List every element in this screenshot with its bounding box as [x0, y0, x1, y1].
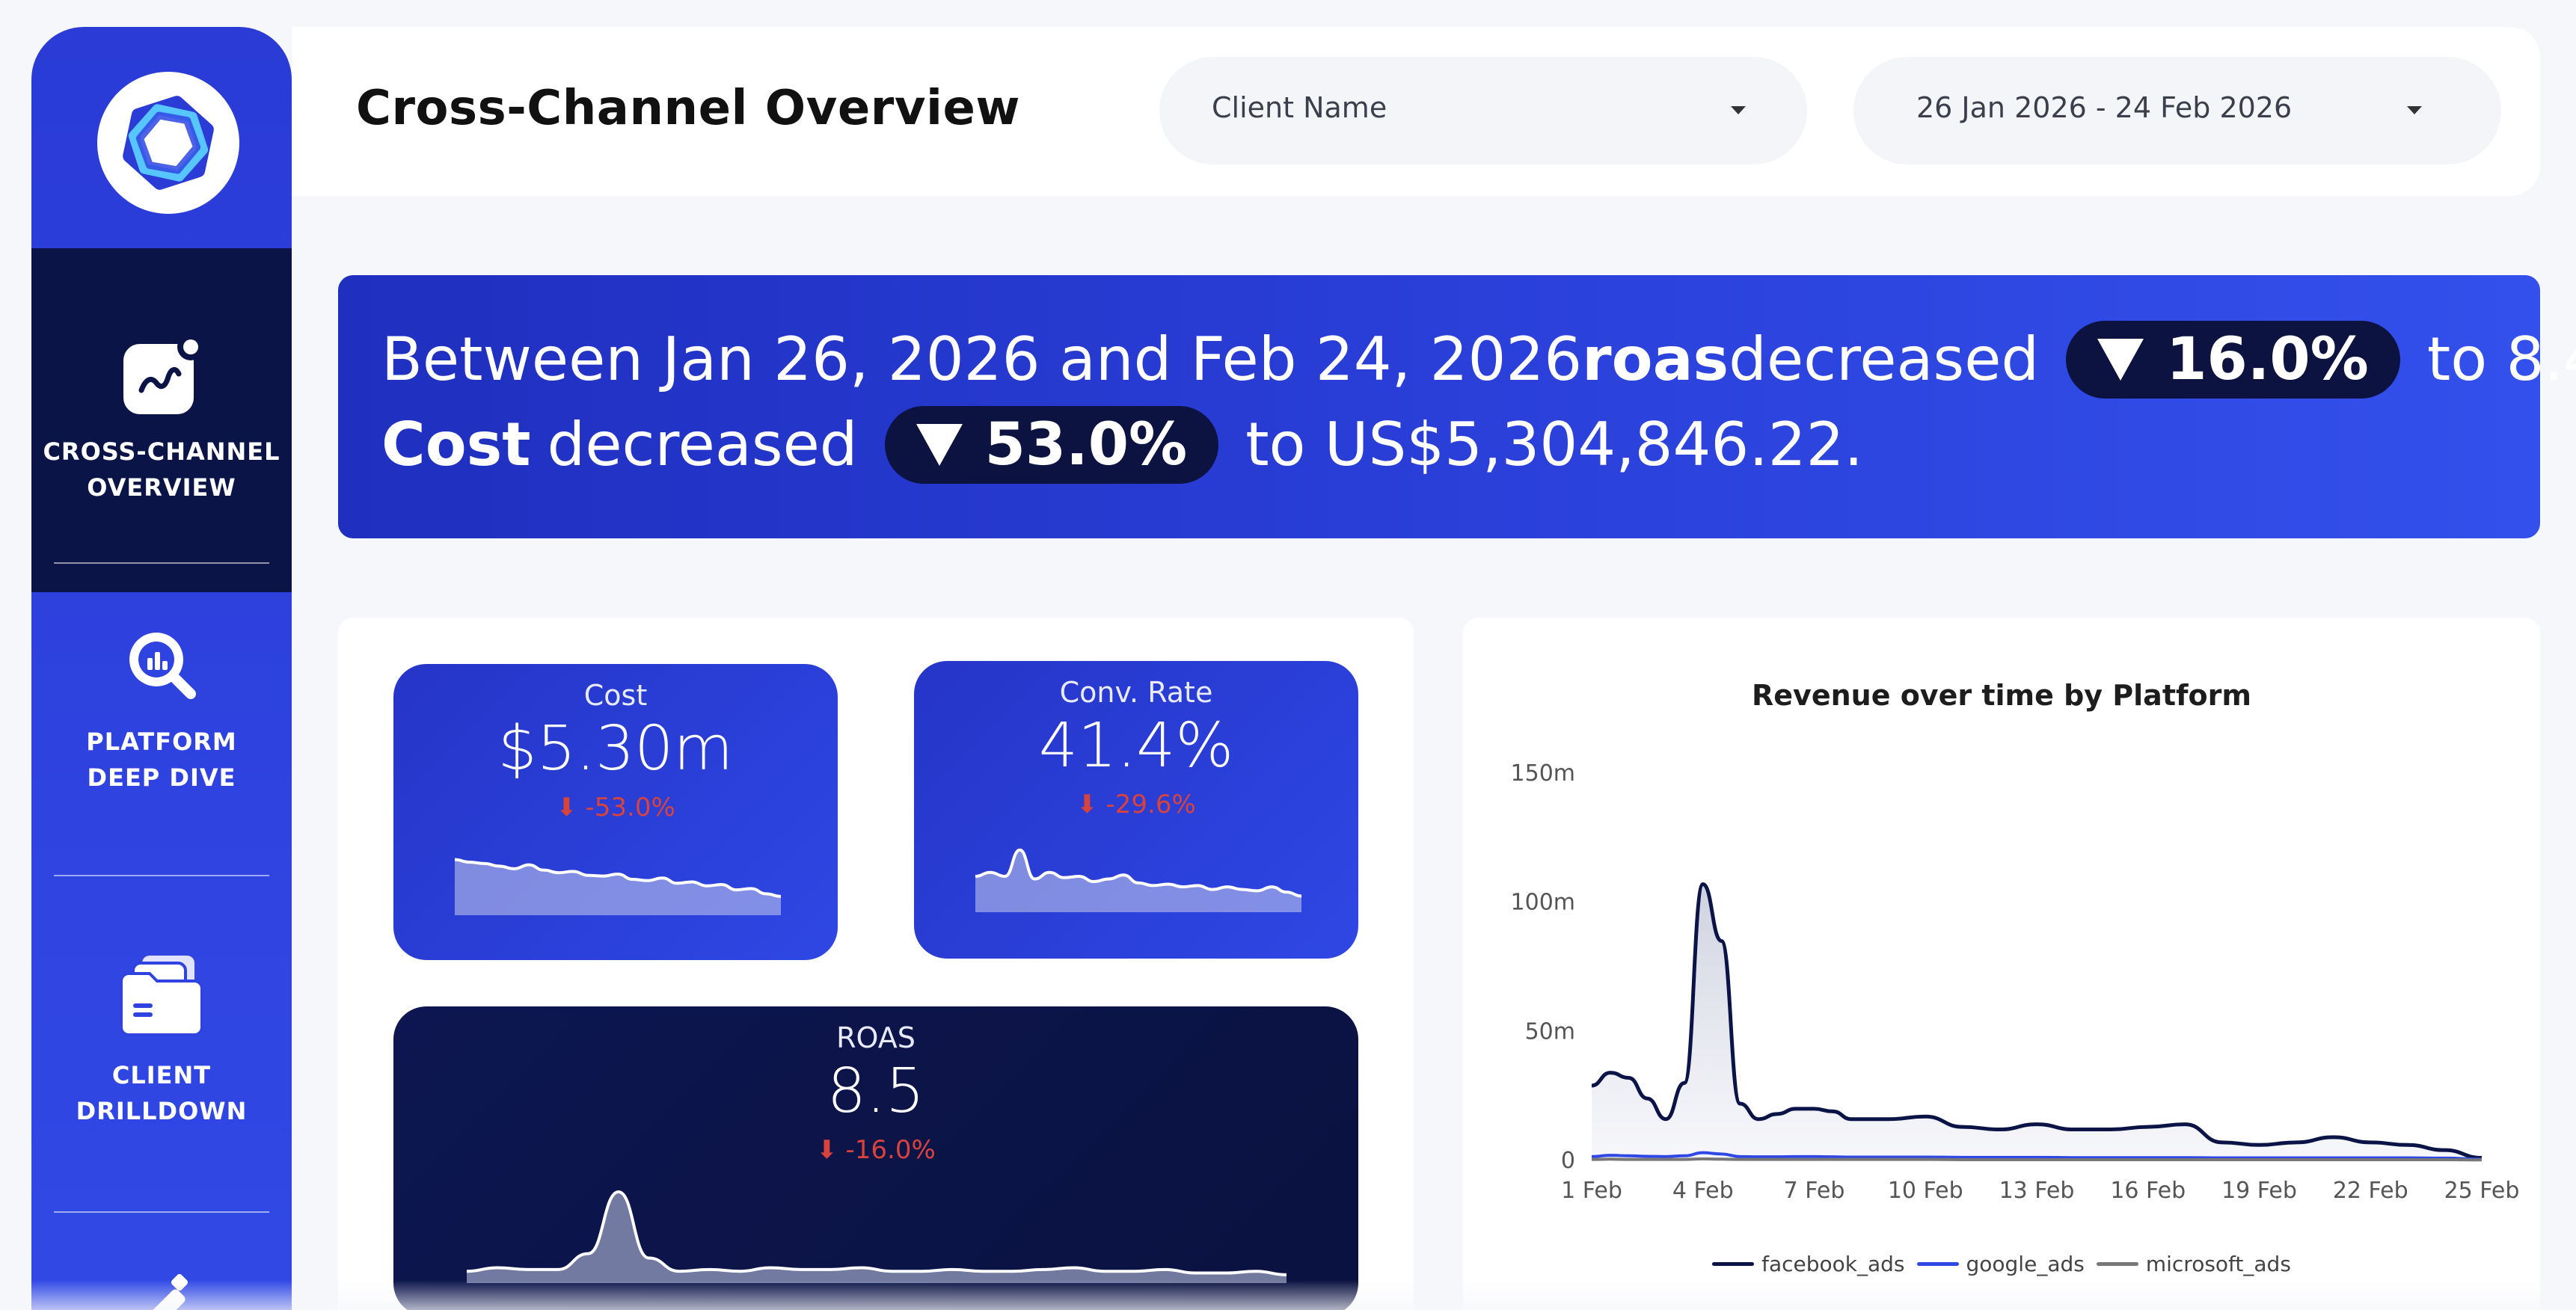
magnifier-chart-icon	[120, 625, 203, 707]
divider	[54, 562, 269, 564]
kpi-label: ROAS	[836, 1021, 916, 1054]
legend-swatch	[1916, 1262, 1959, 1266]
sidebar-item-cross-channel-overview[interactable]: CROSS-CHANNEL OVERVIEW	[31, 248, 292, 592]
insight-verb: decreased	[547, 410, 858, 479]
x-tick-label: 25 Feb	[2444, 1178, 2520, 1204]
chart-title: Revenue over time by Platform	[1752, 679, 2251, 712]
sparkline-area	[975, 849, 1301, 912]
sidebar-item-label: CLIENT DRILLDOWN	[76, 1061, 248, 1125]
kpi-label: Cost	[583, 679, 648, 712]
insight-metric: roas	[1582, 325, 1729, 394]
bottom-fade	[0, 1280, 2576, 1310]
sparkline-roas	[466, 1190, 1287, 1283]
client-name-dropdown[interactable]: Client Name	[1159, 57, 1807, 164]
logo-icon	[112, 87, 224, 199]
delta-badge: 16.0%	[2066, 321, 2400, 399]
legend-label: facebook_ads	[1761, 1252, 1905, 1276]
sidebar-item-label: CROSS-CHANNEL OVERVIEW	[43, 437, 280, 502]
revenue-chart-panel: Revenue over time by Platform 0 50m 100m 15…	[1463, 618, 2540, 1310]
y-tick-label: 150m	[1511, 760, 1575, 787]
sparkline-conv-rate	[975, 848, 1302, 912]
kpi-card-roas[interactable]: ROAS 8.5 ⬇ -16.0%	[393, 1006, 1358, 1310]
x-tick-label: 13 Feb	[1999, 1178, 2075, 1204]
series-line-facebook_ads[interactable]	[1591, 882, 2483, 1160]
legend-swatch	[2096, 1262, 2138, 1266]
sidebar-item-client-drilldown[interactable]: CLIENT DRILLDOWN	[31, 951, 292, 1129]
divider	[54, 1211, 269, 1213]
folders-icon	[117, 951, 206, 1041]
revenue-chart[interactable]: 0 50m 100m 150m 1 Feb 4 Feb 7 Feb 10 Feb 13 Feb 1…	[1463, 618, 2540, 1310]
x-tick-label: 7 Feb	[1784, 1178, 1845, 1204]
legend-label: google_ads	[1966, 1252, 2085, 1276]
chart-trend-icon	[120, 335, 203, 417]
down-triangle-icon	[916, 424, 963, 466]
sparkline-area	[455, 859, 781, 915]
kpi-label: Conv. Rate	[1059, 676, 1213, 709]
legend-item-microsoft_ads[interactable]: microsoft_ads	[2096, 1252, 2291, 1276]
down-triangle-icon	[2097, 339, 2144, 381]
date-range-dropdown-value: 26 Jan 2026 - 24 Feb 2026	[1916, 91, 2293, 124]
logo[interactable]	[97, 72, 239, 214]
delta-badge: 53.0%	[884, 406, 1219, 484]
kpi-value: 41.4%	[1038, 710, 1234, 781]
sparkline-line	[466, 1190, 1287, 1276]
insight-text: Between Jan 26, 2026 and Feb 24, 2026	[381, 325, 1583, 394]
chevron-down-icon	[1731, 106, 1746, 114]
kpi-panel: Cost $5.30m ⬇ -53.0% Conv. Rate 41.4% ⬇ …	[338, 618, 1414, 1310]
kpi-card-conv-rate[interactable]: Conv. Rate 41.4% ⬇ -29.6%	[914, 661, 1358, 959]
client-name-dropdown-value: Client Name	[1212, 91, 1387, 124]
divider	[54, 875, 269, 876]
delta-value: 53.0%	[984, 411, 1188, 479]
insight-line-1: Between Jan 26, 2026 and Feb 24, 2026 ro…	[381, 317, 2576, 402]
sidebar-item-platform-deep-dive[interactable]: PLATFORM DEEP DIVE	[31, 625, 292, 796]
insight-text: to US$5,304,846.22.	[1245, 410, 1863, 479]
legend-swatch	[1712, 1262, 1755, 1266]
legend-item-google_ads[interactable]: google_ads	[1916, 1252, 2085, 1276]
x-tick-label: 1 Feb	[1561, 1178, 1622, 1204]
series-area-facebook_ads	[1592, 884, 2482, 1160]
chart-legend: facebook_ads google_ads microsoft_ads	[1463, 1252, 2540, 1276]
insight-banner: Between Jan 26, 2026 and Feb 24, 2026 ro…	[338, 275, 2576, 538]
insight-line-2: Cost decreased 53.0% to US$5,304,846.22.	[381, 402, 2497, 488]
y-tick-label: 100m	[1511, 890, 1575, 916]
kpi-delta: ⬇ -16.0%	[816, 1135, 936, 1165]
kpi-delta: ⬇ -29.6%	[1076, 790, 1196, 819]
x-tick-label: 19 Feb	[2221, 1178, 2297, 1204]
legend-item-facebook_ads[interactable]: facebook_ads	[1712, 1252, 1905, 1276]
x-tick-label: 22 Feb	[2333, 1178, 2408, 1204]
legend-label: microsoft_ads	[2145, 1252, 2291, 1276]
sidebar: CROSS-CHANNEL OVERVIEW PLATFORM DEEP DIV…	[31, 27, 292, 1310]
y-tick-label: 0	[1561, 1148, 1575, 1174]
sidebar-item-label: PLATFORM DEEP DIVE	[86, 728, 237, 792]
sparkline-line	[454, 858, 782, 898]
x-tick-label: 10 Feb	[1888, 1178, 1963, 1204]
sparkline-line	[975, 848, 1302, 898]
page-title: Cross-Channel Overview	[356, 81, 1020, 136]
insight-metric: Cost	[381, 410, 531, 479]
chevron-down-icon	[2407, 106, 2422, 114]
delta-value: 16.0%	[2166, 326, 2369, 393]
kpi-value: $5.30m	[497, 713, 734, 784]
x-tick-label: 4 Feb	[1672, 1178, 1734, 1204]
insight-verb: decreased	[1729, 325, 2040, 394]
series-line-google_ads[interactable]	[1591, 1151, 2483, 1161]
x-tick-label: 16 Feb	[2110, 1178, 2186, 1204]
date-range-dropdown[interactable]: 26 Jan 2026 - 24 Feb 2026	[1853, 57, 2501, 164]
series-line-microsoft_ads[interactable]	[1591, 1157, 2483, 1162]
insight-text: to 8.49.	[2426, 325, 2576, 394]
y-tick-label: 50m	[1525, 1018, 1575, 1045]
header: Cross-Channel Overview Client Name 26 Ja…	[292, 27, 2540, 196]
kpi-value: 8.5	[827, 1056, 925, 1127]
sparkline-cost	[454, 858, 782, 915]
kpi-delta: ⬇ -53.0%	[556, 793, 675, 822]
kpi-card-cost[interactable]: Cost $5.30m ⬇ -53.0%	[393, 664, 838, 960]
